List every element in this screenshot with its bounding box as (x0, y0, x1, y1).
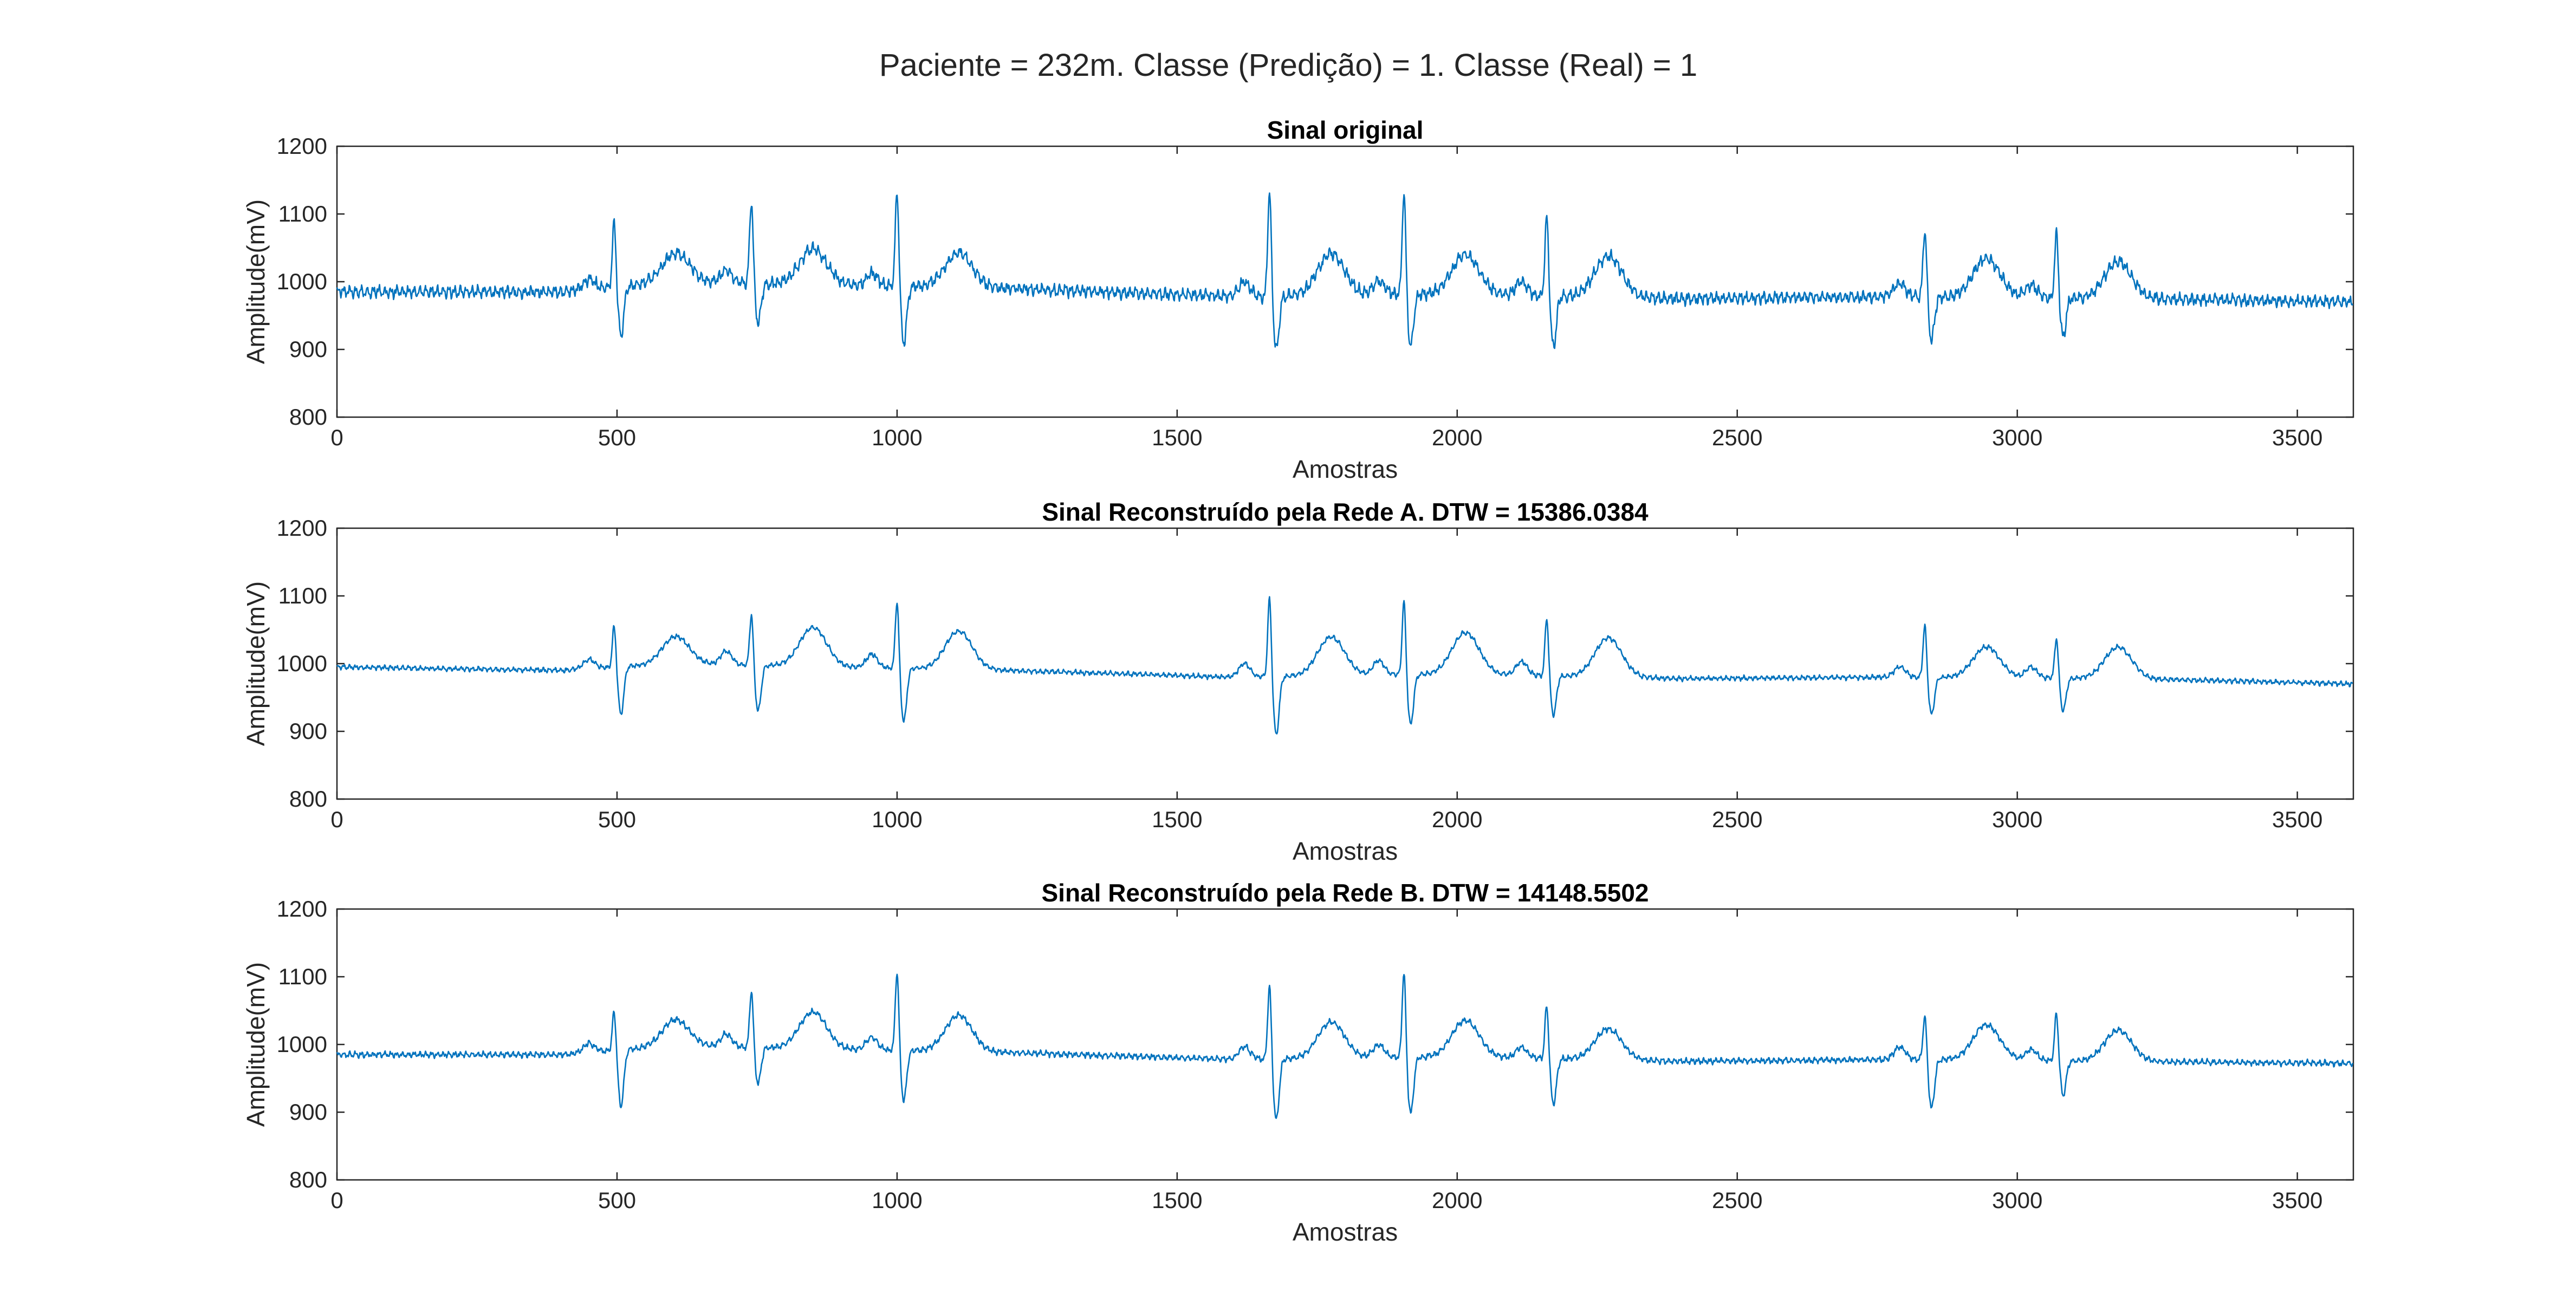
x-tick-label: 500 (598, 425, 636, 450)
figure-suptitle: Paciente = 232m. Classe (Predição) = 1. … (879, 48, 1697, 83)
x-tick-label: 3500 (2272, 1187, 2322, 1213)
x-tick-label: 2000 (1432, 425, 1482, 450)
x-tick-label: 1000 (872, 807, 922, 832)
x-tick-label: 500 (598, 1187, 636, 1213)
x-tick-label: 3000 (1992, 807, 2042, 832)
x-tick-label: 2000 (1432, 1187, 1482, 1213)
x-tick-label: 0 (330, 425, 343, 450)
x-tick-label: 3000 (1992, 425, 2042, 450)
subplot-container: 0 500 1000 1500 2000 2500 3000 3500 800 900 1000 11… (242, 116, 2354, 1246)
y-tick-label: 1000 (277, 651, 327, 676)
subplot-title: Sinal Reconstruído pela Rede A. DTW = 15… (1042, 498, 1649, 526)
y-tick-label: 1200 (277, 896, 327, 921)
subplot-3: 0 500 1000 1500 2000 2500 3000 3500 800 900 1000 11… (242, 879, 2354, 1246)
x-tick-label: 3500 (2272, 425, 2322, 450)
y-tick-label: 800 (289, 1167, 327, 1192)
x-tick-label: 1500 (1152, 807, 1202, 832)
y-tick-label: 1100 (278, 583, 327, 608)
y-tick-label: 1100 (278, 964, 327, 989)
x-axis-label: Amostras (1293, 455, 1398, 483)
x-tick-label: 500 (598, 807, 636, 832)
x-tick-label: 1500 (1152, 425, 1202, 450)
x-tick-label: 0 (330, 1187, 343, 1213)
y-axis-label: Amplitude(mV) (242, 962, 270, 1127)
x-tick-label: 3000 (1992, 1187, 2042, 1213)
y-axis-label: Amplitude(mV) (242, 581, 270, 746)
signal-line (336, 192, 2354, 349)
subplot-title: Sinal original (1267, 116, 1424, 144)
axes-box (336, 145, 2354, 418)
y-tick-label: 1000 (277, 1031, 327, 1057)
x-axis-label: Amostras (1293, 837, 1398, 865)
y-axis-label: Amplitude(mV) (242, 199, 270, 364)
x-tick-label: 2500 (1712, 425, 1762, 450)
y-tick-label: 1200 (277, 515, 327, 541)
subplot-2: 0 500 1000 1500 2000 2500 3000 3500 800 900 1000 11… (242, 498, 2354, 865)
x-tick-label: 2000 (1432, 807, 1482, 832)
signal-line (336, 596, 2353, 735)
x-axis-label: Amostras (1293, 1218, 1398, 1246)
x-tick-label: 0 (330, 807, 343, 832)
x-tick-label: 1000 (872, 1187, 922, 1213)
subplot-1: 0 500 1000 1500 2000 2500 3000 3500 800 900 1000 11… (242, 116, 2354, 483)
subplot-title: Sinal Reconstruído pela Rede B. DTW = 14… (1041, 879, 1649, 907)
y-tick-label: 800 (289, 786, 327, 812)
y-tick-label: 1200 (277, 133, 327, 159)
y-tick-label: 1100 (278, 201, 327, 226)
x-tick-label: 1500 (1152, 1187, 1202, 1213)
y-tick-label: 900 (289, 336, 327, 362)
y-tick-label: 900 (289, 1099, 327, 1125)
axes-box (336, 908, 2354, 1181)
x-tick-label: 2500 (1712, 807, 1762, 832)
y-tick-label: 1000 (277, 269, 327, 294)
x-tick-label: 3500 (2272, 807, 2322, 832)
y-tick-label: 800 (289, 404, 327, 430)
axes-box (336, 527, 2354, 800)
x-tick-label: 1000 (872, 425, 922, 450)
x-tick-label: 2500 (1712, 1187, 1762, 1213)
y-tick-label: 900 (289, 718, 327, 744)
signal-line (336, 973, 2354, 1119)
